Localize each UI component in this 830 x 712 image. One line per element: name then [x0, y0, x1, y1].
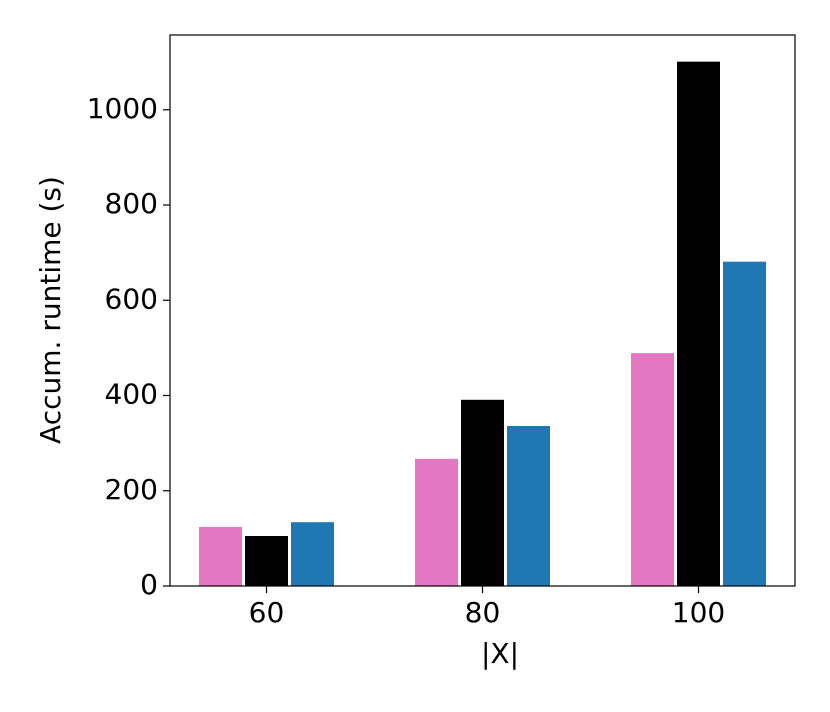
bar	[291, 522, 334, 586]
x-tick-label: 80	[465, 596, 501, 629]
bar	[677, 61, 720, 587]
y-tick-label: 0	[140, 568, 158, 601]
plot-frame	[169, 34, 796, 587]
bar	[199, 526, 242, 586]
bar	[461, 399, 504, 586]
y-tick-label: 200	[105, 473, 158, 506]
bar	[415, 458, 458, 586]
y-tick-label: 1000	[87, 92, 158, 125]
y-axis-label: Accum. runtime (s)	[34, 176, 67, 444]
x-tick-label: 60	[249, 596, 285, 629]
bar	[507, 425, 550, 586]
bar	[723, 261, 766, 586]
y-tick-label: 400	[105, 378, 158, 411]
x-axis-label: |X|	[481, 637, 519, 670]
x-tick-label: 100	[672, 596, 725, 629]
y-tick-label: 600	[105, 282, 158, 315]
y-tick-label: 800	[105, 187, 158, 220]
bar	[631, 353, 674, 586]
bar	[245, 535, 288, 586]
